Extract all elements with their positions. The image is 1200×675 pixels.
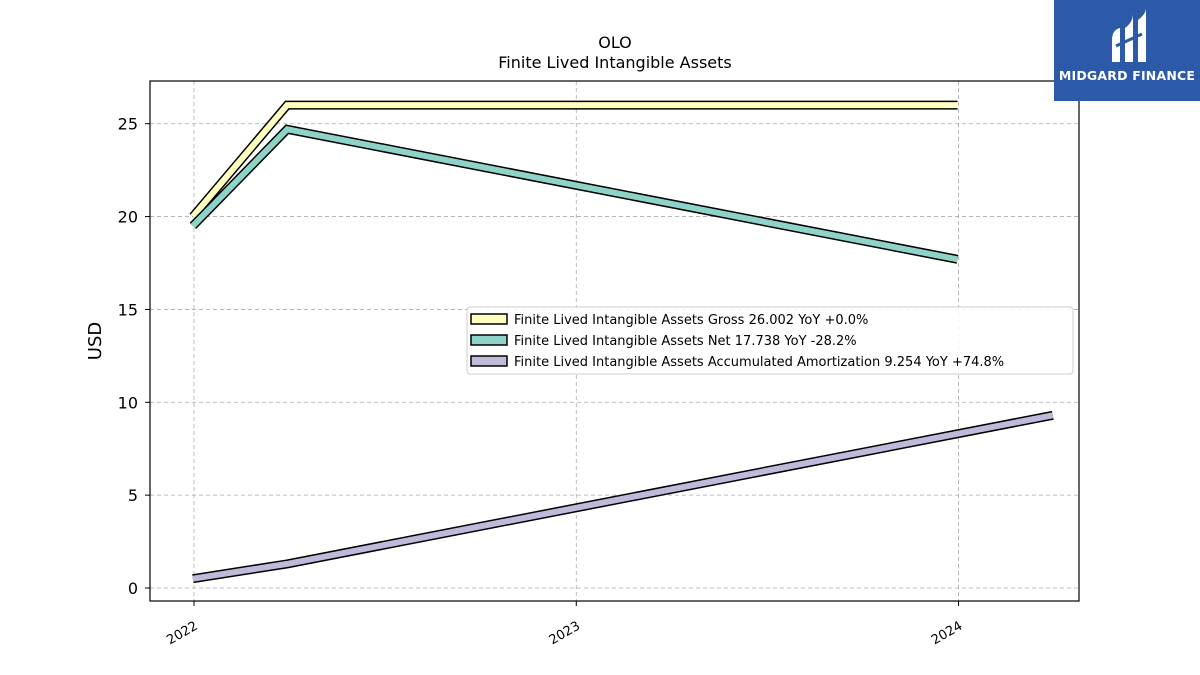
brand-mark-icon bbox=[1112, 8, 1146, 62]
y-tick-label: 15 bbox=[118, 300, 138, 319]
chart-subtitle: Finite Lived Intangible Assets bbox=[498, 53, 731, 72]
series-lines bbox=[189, 100, 1054, 584]
x-tick-label: 2024 bbox=[929, 619, 965, 649]
x-tick-label: 2023 bbox=[547, 619, 583, 649]
plot-frame bbox=[149, 80, 1080, 602]
brand-name: MIDGARD FINANCE bbox=[1058, 68, 1196, 83]
legend-swatch bbox=[470, 334, 508, 346]
legend-entry: Finite Lived Intangible Assets Net 17.73… bbox=[514, 334, 857, 349]
legend: Finite Lived Intangible Assets Gross 26.… bbox=[466, 306, 1074, 375]
legend-entry: Finite Lived Intangible Assets Gross 26.… bbox=[514, 313, 868, 328]
y-tick-label: 10 bbox=[118, 393, 138, 412]
legend-swatch bbox=[470, 313, 508, 325]
legend-swatch bbox=[470, 355, 508, 367]
series-line bbox=[190, 126, 959, 263]
x-tick-label: 2022 bbox=[164, 619, 200, 649]
y-tick-label: 25 bbox=[118, 115, 138, 134]
legend-box bbox=[466, 306, 1074, 375]
y-tick-label: 5 bbox=[128, 486, 138, 505]
series-line-outline bbox=[189, 100, 958, 220]
brand-logo: MIDGARD FINANCE bbox=[1054, 0, 1200, 101]
y-tick-label: 20 bbox=[118, 208, 138, 227]
chart-title: OLO bbox=[598, 33, 632, 52]
series-line bbox=[192, 412, 1054, 582]
series-line bbox=[190, 102, 958, 219]
y-axis-label: USD bbox=[85, 322, 106, 360]
legend-entry: Finite Lived Intangible Assets Accumulat… bbox=[514, 355, 1004, 370]
y-tick-label: 0 bbox=[128, 579, 138, 598]
